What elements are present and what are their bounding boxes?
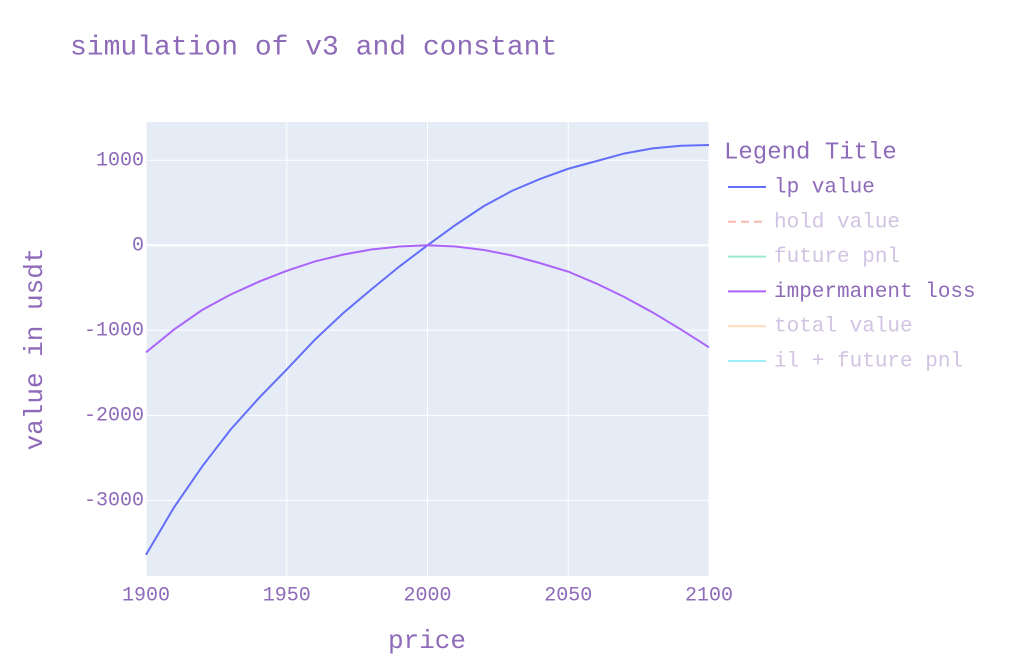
x-tick-label: 2000 [403,584,451,607]
line [145,244,710,354]
chart-title: simulation of v3 and constant [70,32,557,63]
legend-label[interactable]: impermanent loss [774,281,976,304]
legend-label[interactable]: lp value [774,177,875,200]
y-tick-label: 0 [132,235,144,258]
x-tick-label: 2100 [685,584,733,607]
y-tick-label: -2000 [84,405,144,428]
x-tick-label: 2050 [544,584,592,607]
legend-label[interactable]: hold value [774,211,900,234]
legend-label[interactable]: future pnl [774,246,900,269]
x-tick-label: 1900 [122,584,170,607]
y-tick-label: -1000 [84,320,144,343]
legend-label[interactable]: il + future pnl [774,351,963,374]
y-tick-label: -3000 [84,490,144,513]
x-tick-label: 1950 [263,584,311,607]
y-tick-label: 1000 [96,150,144,173]
x-axis-label: price [388,626,466,656]
legend-title: Legend Title [724,139,897,166]
y-axis-label: value in usdt [20,248,50,451]
legend-label[interactable]: total value [774,316,913,339]
